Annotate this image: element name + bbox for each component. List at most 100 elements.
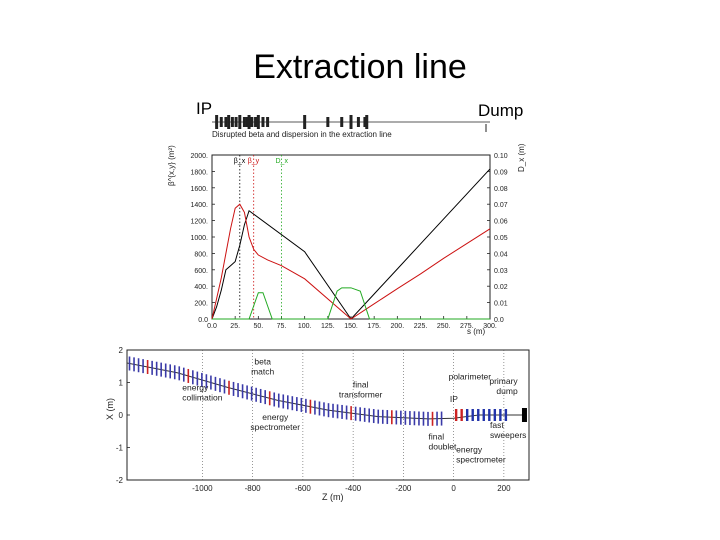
extraction-magnet [493, 409, 497, 421]
top-y2-label: D_x (m) [517, 143, 526, 172]
top-y-tick-label: 600. [194, 268, 208, 275]
lattice-magnet [230, 117, 234, 127]
top-x-tick-label: 150. [344, 323, 358, 330]
bottom-annotation-word: transformer [339, 389, 383, 399]
bottom-annotation-word: collimation [182, 393, 222, 403]
lattice-magnet [303, 115, 307, 129]
lattice-magnet [254, 117, 258, 127]
extraction-magnet [504, 409, 508, 421]
bottom-annotation: polarimeter [449, 371, 492, 381]
slide-title: Extraction line [253, 48, 467, 86]
bottom-x-tick-label: -400 [345, 484, 362, 493]
lattice-magnet [215, 115, 219, 129]
lattice-magnet [227, 115, 231, 129]
series-line-β_y [211, 203, 491, 320]
extraction-magnet [460, 409, 463, 421]
bottom-annotation-word: energy [182, 383, 209, 393]
top-y-tick-label: 1000. [190, 235, 208, 242]
top-x-label: s (m) [467, 327, 486, 336]
top-x-tick-label: 275. [460, 323, 474, 330]
top-x-tick-label: 250. [437, 323, 451, 330]
top-x-tick-label: 100. [298, 323, 312, 330]
top-legend-label: D_x [276, 158, 289, 165]
top-x-tick-label: 25. [230, 323, 240, 330]
bottom-y-tick-label: 0 [119, 411, 124, 420]
top-y-tick-label: 1400. [190, 202, 208, 209]
bottom-y-tick-label: 1 [119, 379, 124, 388]
top-legend-label: β_x [234, 158, 246, 165]
lattice-magnet [340, 117, 344, 127]
bottom-annotation-word: dump [496, 386, 518, 396]
top-y2-tick-label: 0.07 [494, 202, 508, 209]
lattice-magnet [266, 117, 270, 127]
extraction-magnet [465, 409, 469, 421]
bottom-y-tick-label: 2 [119, 346, 124, 355]
top-y2-tick-label: 0.03 [494, 268, 508, 275]
top-chart-title: Disrupted beta and dispersion in the ext… [212, 130, 392, 139]
lattice-strip [212, 115, 490, 132]
lattice-magnet [261, 117, 265, 127]
top-x-tick-label: 0.0 [207, 323, 217, 330]
bottom-annotation-word: final [353, 379, 369, 389]
top-x-tick-label: 50. [253, 323, 263, 330]
top-y2-tick-label: 0.02 [494, 284, 508, 291]
top-y2-tick-label: 0.05 [494, 235, 508, 242]
bottom-annotation-word: final [429, 431, 445, 441]
bottom-x-tick-label: -600 [295, 484, 312, 493]
bottom-annotation-word: fast [490, 420, 504, 430]
bottom-x-tick-label: 0 [451, 484, 456, 493]
top-y2-tick-label: 0.04 [494, 251, 508, 258]
top-y2-tick-label: 0.0 [494, 317, 504, 324]
bottom-y-label: X (m) [105, 398, 115, 420]
top-y-tick-label: 0.0 [198, 317, 208, 324]
bottom-annotation-word: spectrometer [250, 422, 300, 432]
bottom-annotation-word: match [251, 367, 274, 377]
bottom-annotation-word: primary [489, 376, 518, 386]
bottom-y-tick-label: -1 [116, 444, 124, 453]
bottom-x-tick-label: 200 [497, 484, 511, 493]
top-y2-tick-label: 0.01 [494, 301, 508, 308]
top-y-tick-label: 1200. [190, 219, 208, 226]
lattice-magnet [247, 115, 251, 129]
bottom-x-tick-label: -1000 [192, 484, 213, 493]
ip-label: IP [196, 99, 213, 118]
extraction-magnet [454, 409, 458, 421]
bottom-annotation-word: sweepers [490, 430, 526, 440]
lattice-magnet [245, 117, 249, 127]
top-x-tick-label: 75. [277, 323, 287, 330]
top-y-tick-label: 1800. [190, 169, 208, 176]
lattice-magnet [363, 117, 367, 127]
bottom-annotation-word: IP [450, 394, 458, 404]
bottom-annotation-word: doublet [429, 441, 458, 451]
dump-label: Dump [478, 101, 524, 120]
beta-dispersion-chart: Disrupted beta and dispersion in the ext… [167, 130, 526, 336]
extraction-magnet [471, 409, 474, 421]
top-x-tick-label: 200. [391, 323, 405, 330]
top-y2-tick-label: 0.10 [494, 153, 508, 160]
lattice-magnet [365, 115, 369, 129]
bottom-annotation-word: energy [262, 412, 289, 422]
top-y2-tick-label: 0.08 [494, 186, 508, 193]
bottom-annotation-word: beta [254, 357, 271, 367]
top-y-tick-label: 400. [194, 284, 208, 291]
bottom-annotation-word: spectrometer [456, 454, 506, 464]
lattice-magnet [349, 115, 353, 129]
bottom-y-tick-label: -2 [116, 476, 124, 485]
extraction-magnet [488, 409, 491, 421]
lattice-magnet [326, 117, 330, 127]
top-y-tick-label: 800. [194, 251, 208, 258]
bottom-x-label: Z (m) [322, 492, 344, 502]
lattice-magnet [242, 117, 246, 127]
lattice-magnet [250, 117, 254, 127]
top-y-tick-label: 1600. [190, 186, 208, 193]
bottom-annotation-word: energy [456, 444, 483, 454]
bottom-annotation: IP [450, 394, 458, 404]
extraction-magnet [499, 409, 502, 421]
